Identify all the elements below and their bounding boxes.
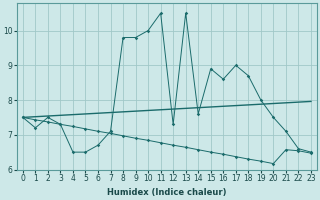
- X-axis label: Humidex (Indice chaleur): Humidex (Indice chaleur): [107, 188, 227, 197]
